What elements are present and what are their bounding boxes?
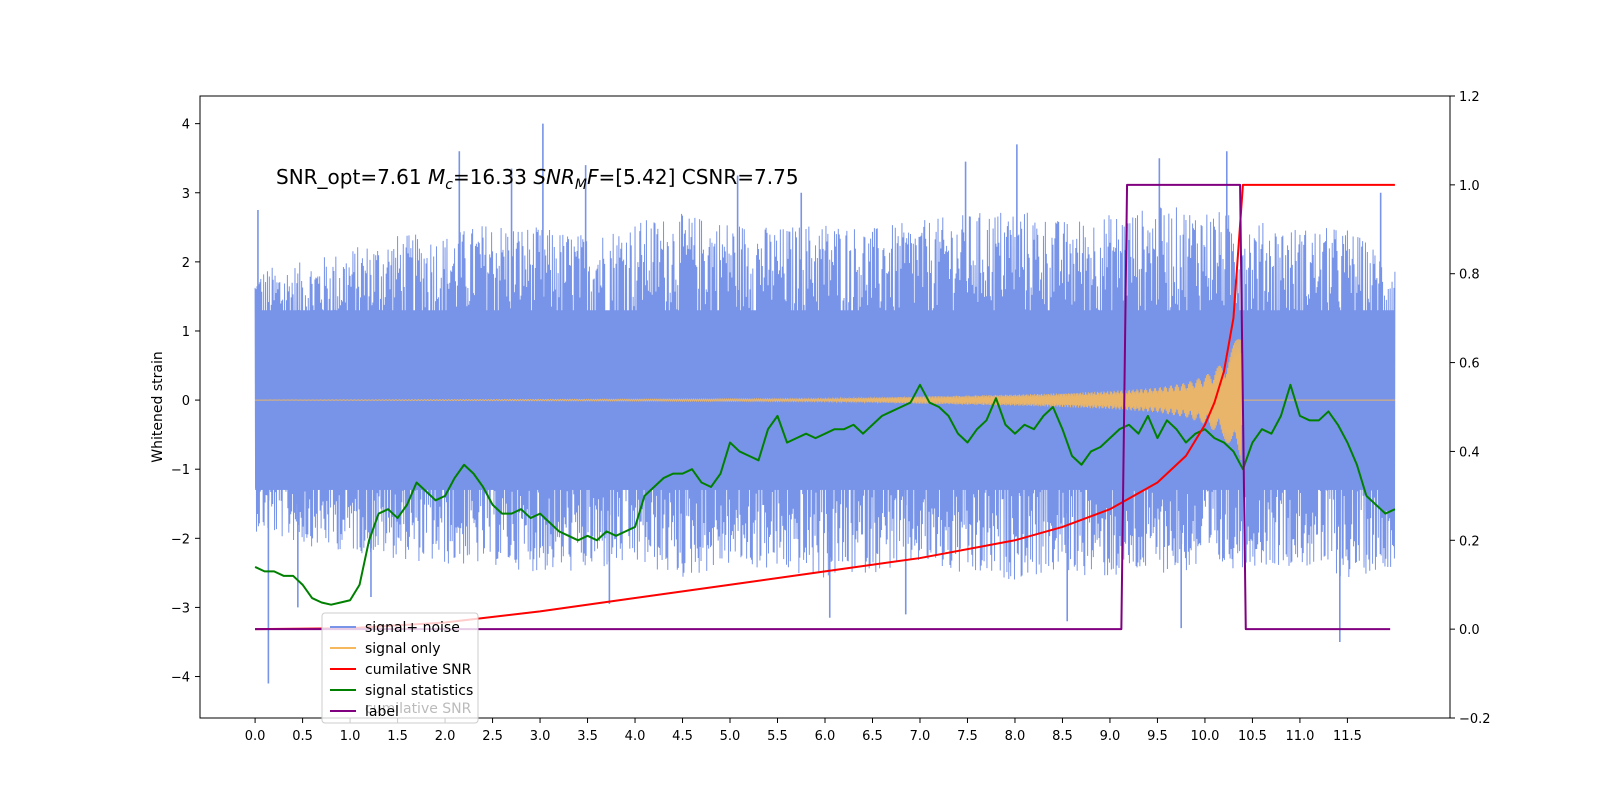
x-tick-label: 10.0 [1190,729,1219,744]
y-axis-left: 4 3 2 1 0 −1 −2 −3 −4 [171,118,200,686]
y-tick-label: 2 [182,256,190,271]
y-tick-label: 4 [182,118,190,133]
y-tick-label: 0 [182,394,190,409]
annotation-snr-opt: SNR_opt=7.61 [276,165,428,189]
y-tick-label: −1 [171,463,190,478]
x-tick-label: 8.0 [1005,729,1026,744]
annotation-mc-symbol: M [428,165,445,189]
annotation-snr-sub: M [575,177,587,193]
annotation-snr-symbol: SNR [533,165,575,189]
y-axis-label: Whitened strain [150,351,166,462]
y-tick-label: 1 [182,325,190,340]
y2-tick-label: 0.0 [1459,623,1480,638]
annotation-snr-f: F [587,165,599,189]
y2-tick-label: 1.2 [1459,90,1480,105]
y2-tick-label: 1.0 [1459,179,1480,194]
x-tick-label: 0.0 [245,729,266,744]
signal-only-line [255,339,1395,460]
label-line [255,183,1391,631]
x-tick-label: 10.5 [1238,729,1267,744]
x-tick-label: 7.0 [910,729,931,744]
signal-only-series [255,339,1395,460]
legend-label: signal+ noise [365,620,460,636]
y-tick-label: 3 [182,187,190,202]
legend-label: signal statistics [365,683,473,699]
x-tick-label: 1.5 [387,729,408,744]
plot-area [254,123,1396,684]
x-tick-label: 9.0 [1100,729,1121,744]
y-tick-label: −3 [171,601,190,616]
label-series [255,183,1391,631]
legend-label: cumilative SNR [365,662,472,678]
x-tick-label: 11.0 [1285,729,1314,744]
x-axis: 0.0 0.5 1.0 1.5 2.0 2.5 3.0 3.5 4.0 4.5 5.0 5.5 6.0 6… [245,718,1362,744]
x-tick-label: 11.5 [1333,729,1362,744]
y2-tick-label: −0.2 [1459,712,1491,727]
x-tick-label: 0.5 [292,729,313,744]
legend-label: signal only [365,641,440,657]
annotation-mc-value: =16.33 [453,165,533,189]
x-tick-label: 1.0 [340,729,361,744]
y2-tick-label: 0.2 [1459,534,1480,549]
y-tick-label: −4 [171,671,190,686]
x-tick-label: 5.5 [767,729,788,744]
legend-items: signal+ noise signal only cumilative SNR si… [330,620,473,720]
legend-ghost-text: cumilative SNR [365,701,472,717]
y-tick-label: −2 [171,532,190,547]
x-tick-label: 3.0 [530,729,551,744]
annotation-snr-value: =[5.42] CSNR=7.75 [599,165,799,189]
x-tick-label: 3.5 [577,729,598,744]
y2-tick-label: 0.4 [1459,445,1480,460]
signal-statistics-series [254,383,1396,606]
x-tick-label: 8.5 [1052,729,1073,744]
y2-tick-label: 0.6 [1459,357,1480,372]
chart-annotation: SNR_opt=7.61 Mc=16.33 SNRMF=[5.42] CSNR=… [276,165,799,193]
x-tick-label: 2.5 [482,729,503,744]
x-tick-label: 7.5 [957,729,978,744]
x-tick-label: 6.0 [815,729,836,744]
legend: cumilative SNR signal+ noise signal only c… [321,612,479,724]
x-tick-label: 5.0 [720,729,741,744]
legend-box [321,612,479,724]
x-tick-label: 2.0 [435,729,456,744]
x-tick-label: 9.5 [1147,729,1168,744]
annotation-mc-sub: c [445,177,453,193]
noise-trace [254,207,1396,580]
legend-label: label [365,704,399,720]
x-tick-label: 4.5 [672,729,693,744]
x-tick-label: 6.5 [862,729,883,744]
y2-tick-label: 0.8 [1459,268,1480,283]
x-tick-label: 4.0 [625,729,646,744]
y-axis-right: 1.2 1.0 0.8 0.6 0.4 0.2 0.0 −0.2 [1450,90,1491,727]
